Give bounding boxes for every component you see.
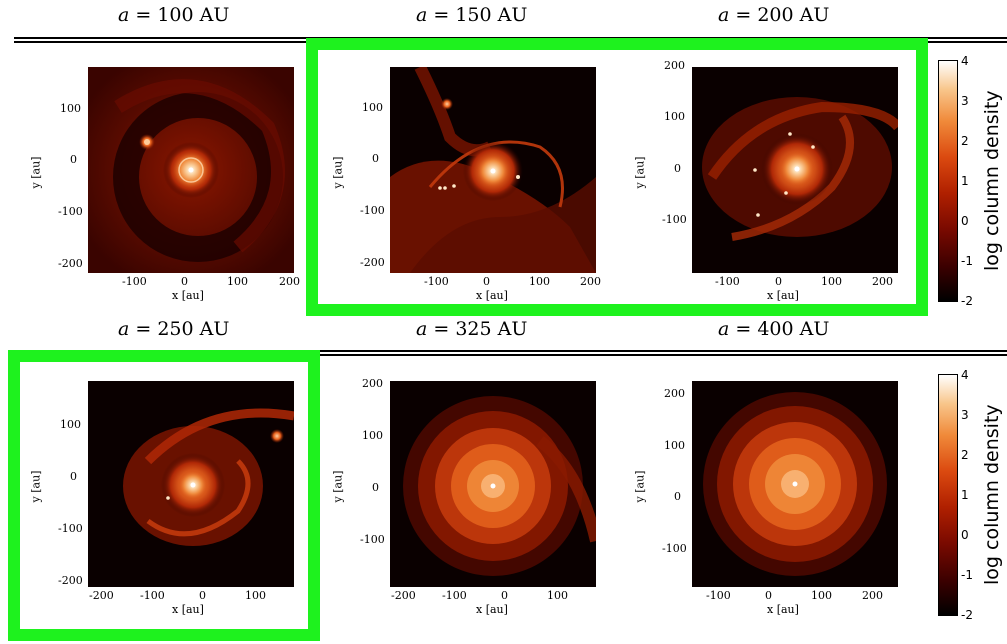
xtick: -100 [140, 589, 165, 602]
ytick: 100 [362, 429, 383, 442]
colorbar-title: log column density [981, 90, 1003, 271]
middle-rule-upper [14, 350, 1007, 352]
ytick: 0 [372, 152, 379, 165]
ytick: -100 [662, 542, 687, 555]
ytick: -200 [58, 257, 83, 270]
ytick: 200 [664, 59, 685, 72]
ytick: 200 [664, 387, 685, 400]
ytick: -100 [58, 205, 83, 218]
density-map-a325 [390, 381, 596, 587]
xtick: 0 [181, 275, 188, 288]
colorbar-tick: 2 [961, 134, 969, 148]
colorbar-tick: -2 [961, 608, 973, 622]
colorbar-tick: 1 [961, 174, 969, 188]
colorbar-tick: 4 [961, 54, 969, 68]
xtick: 100 [821, 275, 842, 288]
middle-rule-lower [14, 354, 1007, 356]
xtick: -100 [715, 275, 740, 288]
ytick: -100 [360, 204, 385, 217]
colorbar-tick: -2 [961, 294, 973, 308]
colorbar-tick: 1 [961, 488, 969, 502]
y-axis-title: y [au] [29, 156, 43, 189]
panel-title-a100: a = 100 AU [118, 4, 230, 26]
density-map-a250 [88, 381, 294, 587]
ytick: -100 [360, 533, 385, 546]
panel-title-a200: a = 200 AU [718, 4, 830, 26]
colorbar-tick: 2 [961, 448, 969, 462]
xtick: 0 [199, 589, 206, 602]
xtick: -100 [706, 589, 731, 602]
density-map-a200 [692, 67, 898, 273]
xtick: 100 [245, 589, 266, 602]
ytick: 0 [70, 470, 77, 483]
highlight-box-a250 [8, 350, 320, 641]
colorbar-bottom [938, 374, 958, 616]
panel-title-a400: a = 400 AU [718, 318, 830, 340]
panel-title-a250: a = 250 AU [118, 318, 230, 340]
xtick: 100 [811, 589, 832, 602]
xtick: 100 [547, 589, 568, 602]
xtick: -200 [89, 589, 114, 602]
ytick: 0 [674, 162, 681, 175]
ytick: 100 [664, 439, 685, 452]
ytick: 0 [372, 481, 379, 494]
colorbar-tick: 3 [961, 408, 969, 422]
x-axis-title: x [au] [767, 289, 799, 302]
y-axis-title: y [au] [633, 470, 647, 503]
xtick: 200 [862, 589, 883, 602]
xtick: -100 [424, 275, 449, 288]
ytick: -200 [58, 574, 83, 587]
ytick: 100 [60, 418, 81, 431]
colorbar-title: log column density [981, 404, 1003, 585]
xtick: 0 [501, 589, 508, 602]
xtick: 200 [580, 275, 601, 288]
xtick: -100 [442, 589, 467, 602]
xtick: 200 [872, 275, 893, 288]
xtick: -200 [391, 589, 416, 602]
ytick: 100 [362, 101, 383, 114]
x-axis-title: x [au] [767, 603, 799, 616]
xtick: 0 [765, 589, 772, 602]
xtick: 0 [775, 275, 782, 288]
highlight-box-a150-a200 [306, 38, 928, 316]
y-axis-title: y [au] [331, 470, 345, 503]
panel-title-a325: a = 325 AU [416, 318, 528, 340]
density-map-a150 [390, 67, 596, 273]
xtick: 0 [483, 275, 490, 288]
ytick: -200 [360, 256, 385, 269]
xtick: -100 [122, 275, 147, 288]
x-axis-title: x [au] [476, 603, 508, 616]
colorbar-tick: 0 [961, 214, 969, 228]
colorbar-top [938, 60, 958, 302]
xtick: 200 [279, 275, 300, 288]
xtick: 100 [529, 275, 550, 288]
xtick: 100 [227, 275, 248, 288]
x-axis-title: x [au] [172, 289, 204, 302]
x-axis-title: x [au] [476, 289, 508, 302]
colorbar-tick: -1 [961, 568, 973, 582]
ytick: 100 [664, 110, 685, 123]
density-map-a400 [692, 381, 898, 587]
ytick: 0 [70, 153, 77, 166]
ytick: 100 [60, 102, 81, 115]
ytick: 200 [362, 377, 383, 390]
ytick: -100 [58, 522, 83, 535]
colorbar-tick: 3 [961, 94, 969, 108]
panel-title-a150: a = 150 AU [416, 4, 528, 26]
density-map-a100 [88, 67, 294, 273]
colorbar-tick: 0 [961, 528, 969, 542]
colorbar-tick: -1 [961, 254, 973, 268]
ytick: -100 [662, 213, 687, 226]
colorbar-tick: 4 [961, 368, 969, 382]
ytick: 0 [674, 490, 681, 503]
x-axis-title: x [au] [172, 603, 204, 616]
